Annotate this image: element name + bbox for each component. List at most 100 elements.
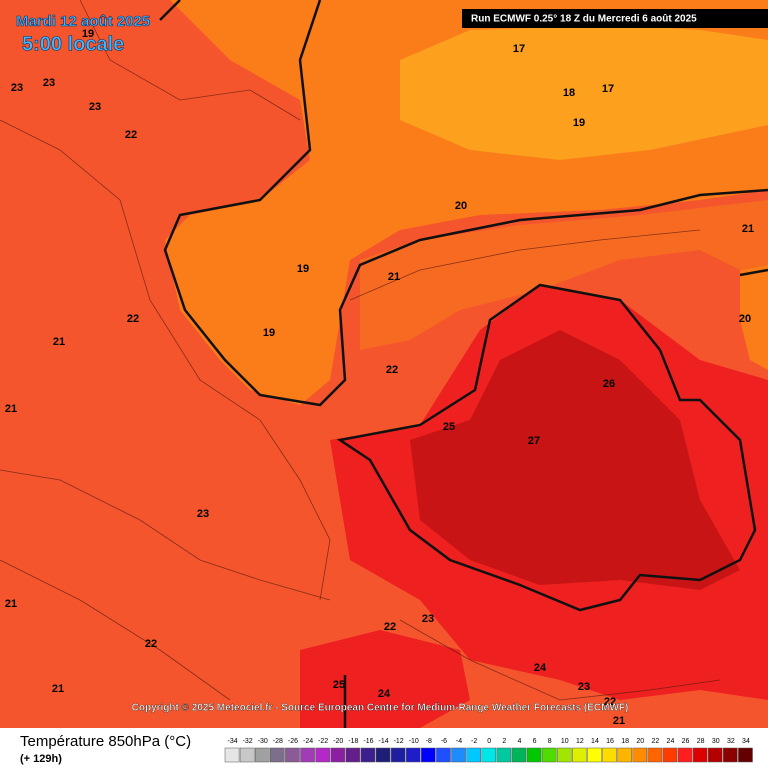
contour-label: 21 xyxy=(5,403,17,415)
legend-swatch xyxy=(466,747,481,763)
legend-label: -26 xyxy=(288,738,298,745)
legend-swatch xyxy=(315,747,330,763)
contour-label: 25 xyxy=(333,679,345,691)
legend-swatch xyxy=(224,747,240,763)
legend-swatch xyxy=(421,747,436,763)
legend-swatch xyxy=(617,747,632,763)
contour-label: 22 xyxy=(127,313,139,325)
legend-swatch xyxy=(738,747,753,763)
legend-label: -20 xyxy=(333,738,343,745)
legend-label: 34 xyxy=(742,738,750,745)
legend-label: 32 xyxy=(727,738,735,745)
legend-swatch xyxy=(511,747,527,763)
legend-label: -22 xyxy=(318,738,328,745)
legend-swatch xyxy=(300,747,315,763)
legend-label: -12 xyxy=(394,738,404,745)
legend-label: 12 xyxy=(576,738,584,745)
footer-lead: (+ 129h) xyxy=(20,753,62,765)
legend-swatch xyxy=(390,747,406,763)
contour-label: 18 xyxy=(563,87,575,99)
warm-zone xyxy=(740,265,768,370)
contour-label: 21 xyxy=(742,223,754,235)
legend-swatch xyxy=(496,747,512,763)
legend-label: 8 xyxy=(548,738,552,745)
contour-label: 22 xyxy=(604,696,616,708)
contour-label: 20 xyxy=(739,313,751,325)
contour-label: 26 xyxy=(603,378,615,390)
legend-label: 30 xyxy=(712,738,720,745)
legend-label: 14 xyxy=(591,738,599,745)
legend-swatch xyxy=(677,747,693,763)
legend-swatch xyxy=(541,747,557,763)
contour-label: 27 xyxy=(528,435,540,447)
legend-label: -28 xyxy=(273,738,283,745)
contour-label: 22 xyxy=(125,129,137,141)
contour-label: 24 xyxy=(534,662,547,674)
contour-label: 23 xyxy=(578,681,590,693)
legend-swatch xyxy=(436,747,451,763)
legend-swatch xyxy=(481,747,497,763)
contour-label: 20 xyxy=(455,200,467,212)
contour-label: 17 xyxy=(513,43,525,55)
mild-zone xyxy=(400,25,768,160)
contour-label: 23 xyxy=(197,508,209,520)
legend-label: -10 xyxy=(409,738,419,745)
legend-label: -30 xyxy=(258,738,268,745)
contour-label: 21 xyxy=(53,336,65,348)
contour-label: 23 xyxy=(11,82,23,94)
legend-swatch xyxy=(239,747,255,763)
legend-swatch xyxy=(451,747,466,763)
forecast-date: Mardi 12 août 2025 xyxy=(16,13,150,30)
footer-title: Température 850hPa (°C) xyxy=(20,733,191,750)
run-box xyxy=(462,9,768,28)
contour-label: 21 xyxy=(5,598,17,610)
legend-label: -34 xyxy=(227,738,237,745)
legend-swatch xyxy=(556,747,572,763)
transition-zone xyxy=(360,200,768,350)
contour-label: 23 xyxy=(43,77,55,89)
very-hot-zone xyxy=(410,330,740,590)
legend-label: 4 xyxy=(517,738,521,745)
color-legend: -34 -32 -30 -28 -26 -24 -22 -20 -18 -16 -14 -12 -10-… xyxy=(224,738,753,763)
legend-label: -32 xyxy=(243,738,253,745)
legend-swatch xyxy=(526,747,542,763)
legend-label: 20 xyxy=(636,738,644,745)
legend-swatch xyxy=(692,747,708,763)
legend-label: 18 xyxy=(621,738,629,745)
legend-label: -16 xyxy=(363,738,373,745)
contour-label: 22 xyxy=(386,364,398,376)
legend-swatch xyxy=(602,747,617,763)
legend-label: -24 xyxy=(303,738,313,745)
legend-label: -2 xyxy=(471,738,477,745)
contour-label: 23 xyxy=(422,613,434,625)
contour-label: 21 xyxy=(613,715,625,727)
legend-label: -8 xyxy=(426,738,432,745)
legend-label: 26 xyxy=(682,738,690,745)
contour-label: 19 xyxy=(82,28,94,40)
copyright: Copyright © 2025 Meteociel.fr - Source E… xyxy=(132,703,629,714)
forecast-time: 5:00 locale xyxy=(22,33,124,55)
legend-label: 0 xyxy=(487,738,491,745)
borders xyxy=(0,0,721,701)
contour-label: 24 xyxy=(378,688,391,700)
contour-labels: 19 23 23 23 22 17 18 17 19 20 21 19 21 22 19 21 20 22 26 21… xyxy=(5,28,754,727)
legend-label: 22 xyxy=(651,738,659,745)
contour-label: 19 xyxy=(297,263,309,275)
legend-label: 2 xyxy=(502,738,506,745)
legend-label: -18 xyxy=(348,738,358,745)
legend-swatch xyxy=(405,747,421,763)
contour-label: 25 xyxy=(443,421,455,433)
legend-label: 24 xyxy=(667,738,675,745)
contour-label: 23 xyxy=(89,101,101,113)
legend-swatch xyxy=(360,747,376,763)
legend-swatch xyxy=(723,747,738,763)
legend-label: -14 xyxy=(378,738,388,745)
contour-label: 19 xyxy=(263,327,275,339)
legend-label: 16 xyxy=(606,738,614,745)
legend-swatch xyxy=(254,747,270,763)
isotherms xyxy=(159,0,768,728)
contour-label: 19 xyxy=(573,117,585,129)
hot-zone xyxy=(300,630,470,728)
run-info: Run ECMWF 0.25° 18 Z du Mercredi 6 août … xyxy=(471,14,697,25)
